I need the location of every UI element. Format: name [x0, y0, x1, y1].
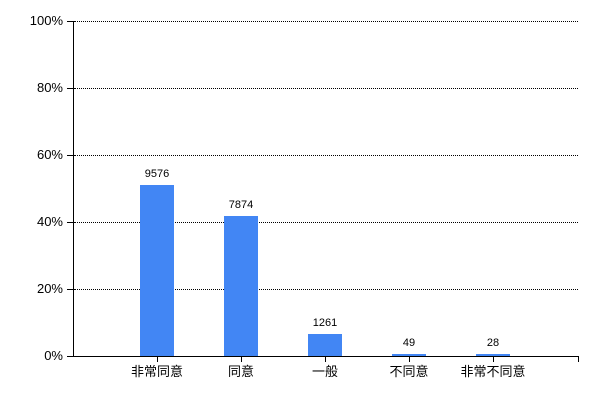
x-tick	[325, 357, 326, 362]
y-tick-60	[67, 155, 73, 156]
y-tick-0	[67, 356, 73, 357]
y-axis-label: 0%	[44, 348, 63, 363]
x-tick	[409, 357, 410, 362]
gridline-40	[74, 222, 578, 223]
gridline-100	[74, 21, 578, 22]
y-axis-label: 80%	[36, 80, 63, 95]
x-tick	[157, 357, 158, 362]
x-axis-label: 不同意	[389, 364, 429, 379]
y-tick-80	[67, 88, 73, 89]
bar-value-label: 9576	[144, 168, 170, 180]
y-axis-label: 60%	[36, 147, 63, 162]
x-tick	[241, 357, 242, 362]
x-tick-end	[578, 357, 579, 362]
bar	[224, 216, 258, 356]
y-axis-label: 20%	[36, 281, 63, 296]
x-axis-label: 非常同意	[130, 364, 183, 379]
bar	[140, 185, 174, 356]
bar-value-label: 1261	[312, 317, 338, 329]
gridline-20	[74, 289, 578, 290]
bar	[308, 334, 342, 356]
x-tick	[493, 357, 494, 362]
x-axis-label: 一般	[311, 364, 338, 379]
x-axis-label: 同意	[227, 364, 254, 379]
y-axis-label: 100%	[29, 13, 63, 28]
bar	[392, 354, 426, 356]
y-tick-40	[67, 222, 73, 223]
y-axis	[73, 21, 74, 357]
y-tick-100	[67, 21, 73, 22]
gridline-60	[74, 155, 578, 156]
bar-value-label: 28	[486, 337, 500, 349]
y-axis-label: 40%	[36, 214, 63, 229]
bar-value-label: 49	[402, 337, 416, 349]
y-tick-20	[67, 289, 73, 290]
bar-value-label: 7874	[228, 199, 254, 211]
gridline-80	[74, 88, 578, 89]
bar	[476, 354, 510, 356]
x-axis-label: 非常不同意	[460, 364, 526, 379]
x-axis	[73, 356, 579, 357]
